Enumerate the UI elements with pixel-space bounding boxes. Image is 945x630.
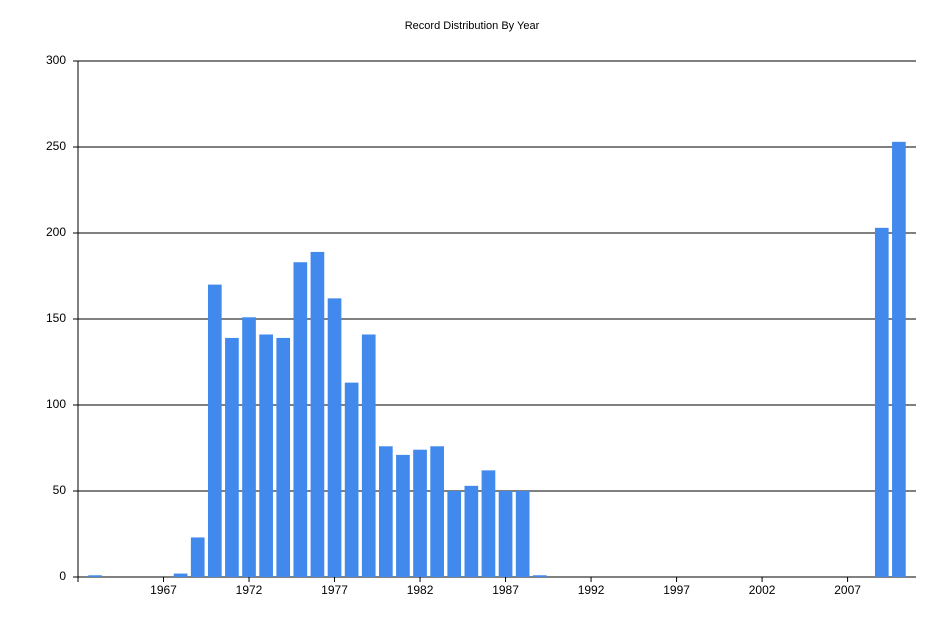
bar	[361, 334, 376, 577]
bar	[430, 446, 444, 577]
bar	[447, 491, 462, 577]
bar	[293, 262, 308, 577]
bar	[378, 446, 393, 577]
bar	[515, 491, 530, 577]
x-tick-label: 1982	[407, 583, 434, 597]
bar	[464, 485, 479, 577]
bar	[396, 454, 410, 577]
bar	[892, 141, 906, 577]
bar	[276, 337, 291, 577]
y-tick-label: 150	[46, 311, 66, 325]
x-tick-label: 1967	[150, 583, 177, 597]
chart-title: Record Distribution By Year	[405, 20, 540, 32]
bar	[88, 575, 102, 577]
y-tick-label: 200	[46, 225, 66, 239]
bar	[413, 449, 427, 577]
bar	[242, 317, 256, 577]
bar	[874, 227, 889, 577]
y-tick-label: 50	[53, 483, 67, 497]
bar	[481, 470, 496, 577]
y-tick-label: 250	[46, 139, 66, 153]
y-tick-label: 0	[59, 569, 66, 583]
bar	[310, 251, 325, 578]
x-tick-label: 2002	[749, 583, 776, 597]
x-tick-label: 1992	[578, 583, 605, 597]
bar	[532, 575, 547, 577]
bar	[173, 573, 188, 577]
x-tick-label: 1987	[492, 583, 519, 597]
bar	[207, 284, 222, 577]
x-tick-label: 1977	[321, 583, 348, 597]
bar	[225, 337, 239, 577]
bar	[259, 334, 273, 577]
x-tick-label: 2007	[834, 583, 861, 597]
y-tick-label: 100	[46, 397, 66, 411]
bar	[498, 491, 513, 577]
bar	[327, 298, 342, 577]
bar	[190, 537, 205, 577]
x-tick-label: 1997	[663, 583, 690, 597]
y-tick-label: 300	[46, 53, 66, 67]
bar	[344, 382, 359, 577]
x-tick-label: 1972	[236, 583, 263, 597]
